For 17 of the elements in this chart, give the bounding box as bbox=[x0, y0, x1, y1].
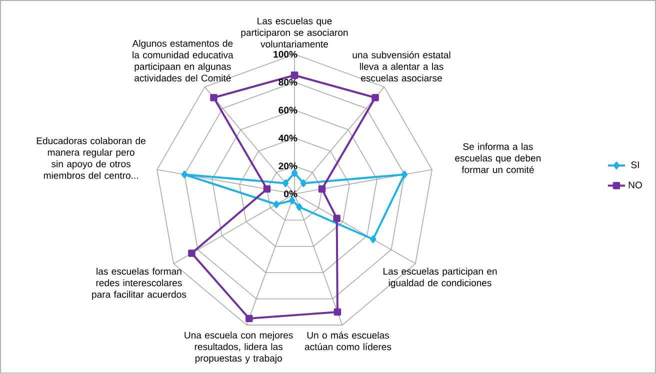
y-tick-label: 80% bbox=[278, 78, 298, 86]
spoke-label: Un o más escuelas actúan como líderes bbox=[304, 332, 392, 350]
y-tick-label: 20% bbox=[278, 162, 298, 170]
y-tick-label: 40% bbox=[278, 134, 298, 142]
y-tick-label: 0% bbox=[284, 190, 298, 198]
spoke-label: Algunos estamentos de la comunidad educativa participaan en algunas actividades del Comité bbox=[132, 40, 234, 82]
legend-label: SI bbox=[631, 162, 639, 168]
y-tick-label: 60% bbox=[278, 106, 298, 114]
spoke-label: Se informa a las escuelas que deben formar un comité bbox=[455, 143, 541, 174]
y-tick-label: 100% bbox=[274, 51, 298, 58]
spoke-label: las escuelas forman redes interescolares para facilitar acuerdos bbox=[92, 268, 186, 300]
spoke-label: Una escuela con mejores resultados, lidera las propuestas y trabajo bbox=[184, 332, 293, 364]
spoke-label: Las escuelas participan en igualdad de condiciones bbox=[384, 268, 497, 288]
legend-label: NO bbox=[628, 182, 642, 189]
spoke-label: Las escuelas que participaron se asociaron voluntariamente bbox=[241, 18, 348, 48]
spoke-label: una subvensión estatal lleva a alentar a las escuelas asociarse bbox=[352, 51, 450, 82]
spoke-label: Educadoras colaboran de manera regular pero sin apoyo de otros miembros del centro... bbox=[36, 137, 146, 180]
